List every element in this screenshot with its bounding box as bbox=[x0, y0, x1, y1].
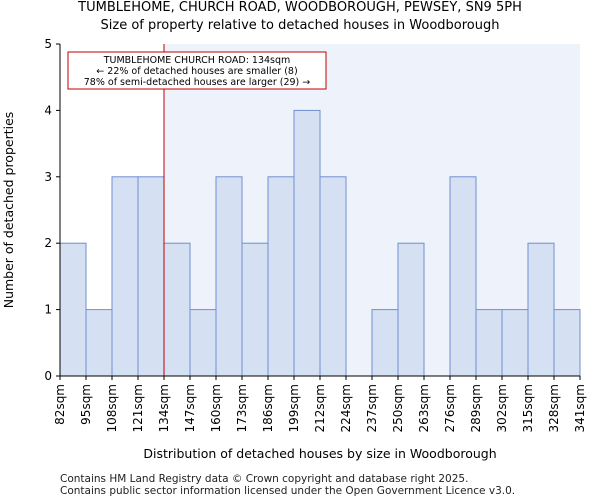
bar bbox=[59, 242, 87, 377]
y-axis-label: Number of detached properties bbox=[1, 112, 16, 309]
x-tick-label: 224sqm bbox=[339, 384, 353, 432]
bar bbox=[293, 109, 321, 377]
bar bbox=[527, 242, 555, 377]
x-axis-label: Distribution of detached houses by size … bbox=[143, 446, 496, 461]
footer-copyright: Contains HM Land Registry data © Crown c… bbox=[60, 473, 469, 485]
x-tick-label: 173sqm bbox=[235, 384, 249, 432]
x-tick-label: 328sqm bbox=[547, 384, 561, 432]
x-tick-label: 341sqm bbox=[573, 384, 587, 432]
bar bbox=[553, 309, 581, 377]
bar bbox=[111, 176, 139, 377]
x-tick-label: 160sqm bbox=[209, 384, 223, 432]
x-tick-label: 186sqm bbox=[261, 384, 275, 432]
bar bbox=[267, 176, 295, 377]
bar bbox=[137, 176, 165, 377]
bar bbox=[397, 242, 425, 377]
y-tick-label: 4 bbox=[44, 103, 52, 117]
annotation-box bbox=[67, 51, 327, 90]
chart-title: TUMBLEHOME, CHURCH ROAD, WOODBOROUGH, PE… bbox=[78, 0, 522, 15]
x-tick-label: 108sqm bbox=[105, 384, 119, 432]
y-tick-label: 1 bbox=[44, 303, 52, 317]
bar bbox=[449, 176, 477, 377]
chart-subtitle: Size of property relative to detached ho… bbox=[100, 18, 500, 33]
y-tick-label: 2 bbox=[44, 236, 52, 250]
bar bbox=[475, 309, 503, 377]
y-tick-label: 3 bbox=[44, 170, 52, 184]
y-tick-label: 0 bbox=[44, 369, 52, 383]
bar bbox=[371, 309, 399, 377]
x-tick-label: 237sqm bbox=[365, 384, 379, 432]
bar bbox=[189, 309, 217, 377]
x-tick-label: 276sqm bbox=[443, 384, 457, 432]
x-tick-label: 134sqm bbox=[157, 384, 171, 432]
annotation-larger: 78% of semi-detached houses are larger (… bbox=[84, 77, 311, 88]
x-tick-label: 199sqm bbox=[287, 384, 301, 432]
bar bbox=[319, 176, 347, 377]
annotation-smaller: ← 22% of detached houses are smaller (8) bbox=[96, 66, 297, 77]
x-tick-label: 147sqm bbox=[183, 384, 197, 432]
bar bbox=[85, 309, 113, 377]
y-tick-label: 5 bbox=[44, 37, 52, 51]
footer-licence: Contains public sector information licen… bbox=[60, 485, 516, 497]
x-tick-label: 121sqm bbox=[131, 384, 145, 432]
x-tick-label: 302sqm bbox=[495, 384, 509, 432]
x-tick-label: 263sqm bbox=[417, 384, 431, 432]
x-tick-label: 315sqm bbox=[521, 384, 535, 432]
bar bbox=[215, 176, 243, 377]
bar bbox=[241, 242, 269, 377]
x-tick-label: 289sqm bbox=[469, 384, 483, 432]
x-tick-label: 212sqm bbox=[313, 384, 327, 432]
bar bbox=[501, 309, 529, 377]
x-tick-label: 82sqm bbox=[53, 384, 67, 425]
x-tick-label: 95sqm bbox=[79, 384, 93, 425]
annotation-title: TUMBLEHOME CHURCH ROAD: 134sqm bbox=[103, 55, 291, 66]
bar bbox=[163, 242, 191, 377]
x-tick-label: 250sqm bbox=[391, 384, 405, 432]
